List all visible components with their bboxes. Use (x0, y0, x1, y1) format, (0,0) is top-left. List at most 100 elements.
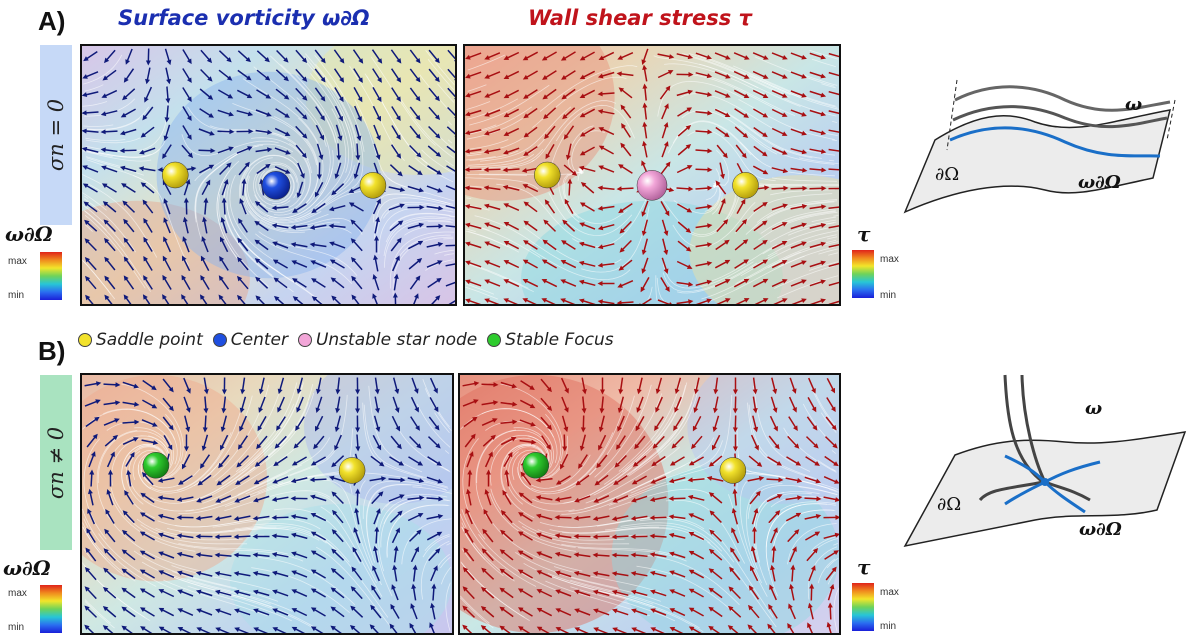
vector-arrow-head (331, 190, 337, 196)
vector-arrow-shaft (85, 50, 98, 61)
vector-arrow-head (665, 85, 671, 91)
vector-arrow-head (376, 135, 381, 141)
vector-arrow-head (253, 627, 259, 632)
vector-arrow-head (82, 74, 88, 79)
vector-arrow-shaft (614, 628, 628, 633)
vector-arrow-head (473, 399, 479, 404)
vector-arrow-shaft (828, 148, 839, 152)
vector-arrow-shaft (600, 187, 615, 190)
vector-arrow-shaft (142, 126, 155, 137)
vector-arrow-head (578, 165, 585, 171)
vector-arrow-shaft (766, 478, 781, 481)
vector-arrow-head (688, 588, 695, 594)
vector-arrow-head (630, 515, 636, 521)
vector-arrow-head (87, 508, 92, 514)
vector-arrow-head (810, 565, 816, 571)
vector-arrow-head (470, 433, 476, 440)
omega-boundary-label-a: ω∂Ω (1078, 172, 1121, 193)
vector-arrow-shaft (790, 242, 805, 249)
vector-arrow-shaft (735, 298, 748, 304)
vector-arrow-shaft (182, 87, 191, 100)
vector-arrow-shaft (576, 590, 591, 597)
vector-arrow-head (490, 434, 496, 440)
vector-arrow-shaft (179, 609, 194, 616)
vector-arrow-head (483, 508, 489, 515)
vector-arrow-head (157, 477, 164, 483)
vector-arrow-shaft (312, 495, 327, 502)
vector-arrow-head (775, 510, 781, 516)
vector-arrow-head (833, 550, 839, 555)
vector-arrow-shaft (143, 473, 154, 486)
vector-arrow-head (536, 626, 543, 632)
vector-arrow-shaft (412, 567, 417, 582)
vector-arrow-head (121, 549, 128, 555)
vector-arrow-head (120, 112, 127, 118)
vector-arrow-head (134, 401, 140, 407)
vector-arrow-head (219, 256, 224, 262)
vector-arrow-shaft (691, 608, 704, 617)
vector-arrow-head (642, 64, 648, 70)
vector-arrow-shaft (580, 434, 587, 449)
vector-arrow-head (252, 571, 259, 576)
vector-arrow-head (813, 443, 819, 449)
vector-arrow-head (392, 564, 398, 570)
vector-arrow-shaft (256, 89, 269, 98)
vector-arrow-head (158, 626, 165, 632)
vector-arrow-shaft (600, 243, 615, 248)
vector-arrow-head (207, 76, 213, 82)
vector-arrow-head (560, 55, 567, 61)
vector-arrow-head (82, 146, 88, 152)
vector-arrow-head (284, 131, 291, 136)
vector-arrow-shaft (223, 200, 226, 215)
vector-arrow-shaft (220, 238, 229, 253)
vector-arrow-head (465, 73, 471, 79)
vector-arrow-shaft (789, 605, 796, 620)
vector-arrow-shaft (557, 609, 572, 616)
vector-arrow-shaft (257, 435, 268, 448)
vector-arrow-head (309, 494, 316, 500)
vector-arrow-head (239, 407, 245, 414)
shear-colorbar-min-a: min (880, 290, 897, 301)
vector-arrow-shaft (730, 568, 741, 581)
vector-arrow-shaft (695, 224, 710, 229)
vector-arrow-shaft (294, 456, 307, 465)
vector-arrow-shaft (427, 456, 440, 465)
vector-arrow-shaft (198, 572, 213, 577)
vector-arrow-shaft (734, 240, 747, 251)
vector-arrow-head (437, 241, 444, 247)
vector-arrow-shaft (621, 144, 632, 157)
vector-arrow-shaft (390, 49, 401, 62)
vector-arrow-head (358, 58, 364, 64)
vector-arrow-head (472, 416, 478, 422)
vector-arrow-head (787, 622, 792, 629)
vector-arrow-head (203, 389, 209, 395)
vector-arrow-head (186, 115, 192, 122)
legend-item-focus: Stable Focus (487, 330, 614, 350)
vector-arrow-head (292, 278, 298, 283)
vector-arrow-shaft (123, 88, 136, 99)
vector-arrow-head (597, 280, 603, 286)
vector-arrow-shaft (671, 590, 686, 597)
vector-arrow-shaft (614, 495, 629, 502)
vector-arrow-shaft (828, 129, 839, 133)
vector-arrow-shaft (198, 553, 213, 558)
vector-arrow-head (732, 488, 738, 494)
vector-arrow-shaft (538, 571, 553, 578)
vector-arrow-head (196, 608, 202, 614)
vector-arrow-shaft (255, 495, 270, 502)
vector-arrow-head (244, 161, 250, 168)
vector-arrow-shaft (163, 277, 172, 290)
vector-arrow-head (773, 527, 778, 533)
vector-arrow-shaft (520, 380, 533, 389)
vector-arrow-shaft (221, 219, 228, 234)
vector-arrow-head (110, 451, 115, 457)
vector-arrow-head (245, 56, 251, 63)
vector-arrow-shaft (165, 67, 170, 82)
vector-arrow-shaft (237, 475, 250, 484)
vector-arrow-head (546, 444, 551, 450)
vector-arrow-head (186, 96, 192, 103)
vector-arrow-shaft (179, 571, 194, 578)
vector-arrow-shaft (637, 396, 644, 411)
vector-arrow-shaft (353, 68, 362, 81)
vector-arrow-head (484, 260, 490, 265)
